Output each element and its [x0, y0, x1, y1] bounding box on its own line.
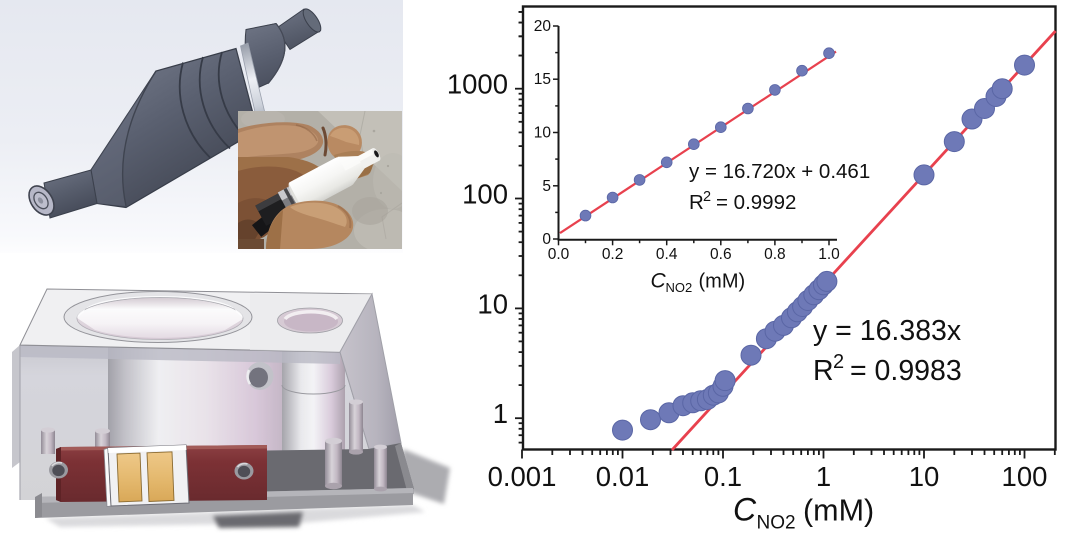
svg-text:(mM): (mM) — [699, 271, 746, 293]
svg-text:0.0: 0.0 — [548, 246, 570, 263]
svg-text:0.8: 0.8 — [764, 246, 786, 263]
svg-text:C: C — [651, 270, 667, 293]
svg-text:10: 10 — [909, 461, 940, 492]
svg-text:y = 16.720x + 0.461: y = 16.720x + 0.461 — [689, 160, 870, 183]
svg-text:2: 2 — [703, 189, 711, 205]
svg-text:20: 20 — [534, 18, 552, 35]
svg-text:100: 100 — [462, 179, 508, 210]
svg-text:0.2: 0.2 — [602, 246, 624, 263]
svg-text:100: 100 — [1002, 461, 1048, 492]
svg-text:y = 16.383x: y = 16.383x — [813, 315, 961, 347]
svg-text:1: 1 — [816, 461, 831, 492]
svg-text:10: 10 — [534, 125, 552, 142]
svg-text:C: C — [733, 492, 757, 528]
svg-text:2: 2 — [833, 351, 844, 373]
svg-text:0.4: 0.4 — [656, 246, 678, 263]
svg-text:1: 1 — [493, 398, 508, 429]
svg-text:5: 5 — [542, 178, 551, 195]
svg-text:10: 10 — [477, 288, 508, 319]
svg-text:NO2: NO2 — [757, 513, 796, 534]
svg-text:(mM): (mM) — [803, 494, 874, 528]
svg-text:0.001: 0.001 — [488, 461, 557, 492]
svg-text:0.01: 0.01 — [596, 461, 650, 492]
svg-text:R: R — [813, 355, 834, 387]
svg-text:= 0.9983: = 0.9983 — [850, 355, 962, 387]
svg-text:0: 0 — [542, 231, 551, 248]
svg-text:= 0.9992: = 0.9992 — [716, 191, 796, 214]
svg-text:15: 15 — [534, 71, 551, 88]
svg-text:0.6: 0.6 — [710, 246, 732, 263]
svg-text:NO2: NO2 — [666, 280, 693, 295]
svg-text:1.0: 1.0 — [818, 246, 840, 263]
svg-text:R: R — [689, 191, 704, 214]
svg-text:0.1: 0.1 — [704, 461, 742, 492]
svg-text:1000: 1000 — [447, 69, 508, 100]
